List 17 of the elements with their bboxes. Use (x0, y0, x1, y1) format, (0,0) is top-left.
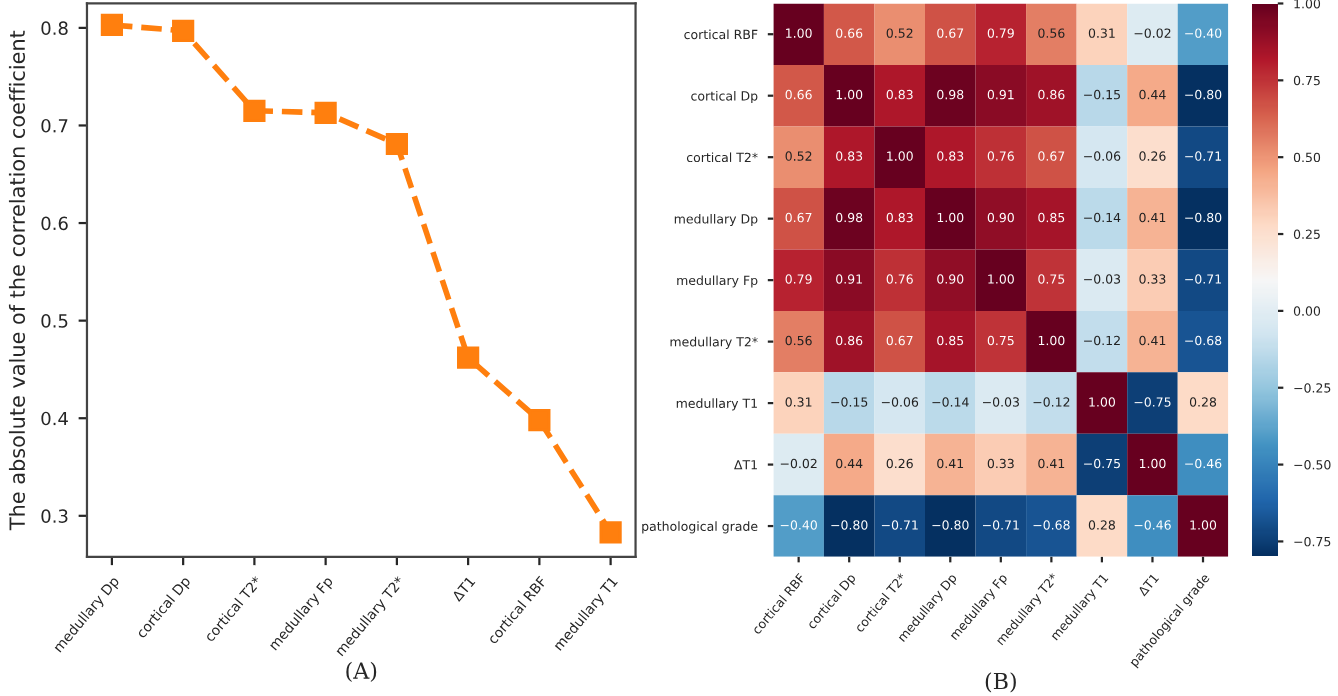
point (243, 99, 266, 122)
point (100, 13, 124, 37)
point (528, 409, 551, 432)
y-tick-label: 0.3 (41, 509, 68, 523)
point (457, 346, 480, 369)
y-tick-label: 0.6 (41, 216, 68, 231)
y-tick-label: 0.7 (41, 118, 68, 133)
point (599, 521, 622, 544)
y-tick-label: 0.5 (41, 314, 68, 328)
y-tick-label: 0.8 (41, 21, 68, 35)
point (314, 101, 337, 124)
point (385, 132, 408, 156)
point (172, 19, 195, 42)
y-tick-label: 0.4 (41, 411, 68, 426)
x-axis-title: (A) (346, 661, 377, 683)
x-axis-title: (B) (985, 672, 1016, 693)
y-axis-title: The absolute value of the correlation coefficient (8, 30, 26, 531)
